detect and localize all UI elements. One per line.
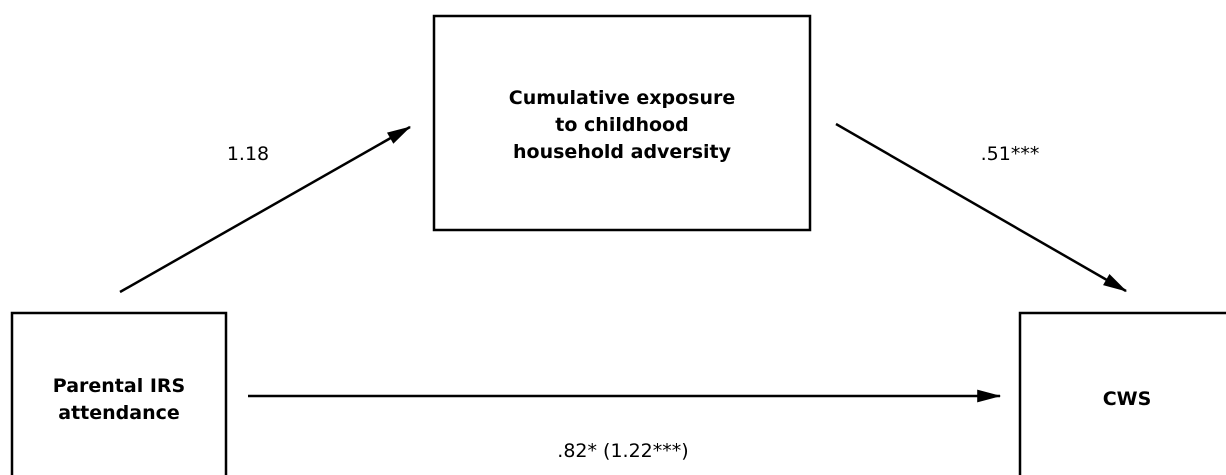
node-label: household adversity (513, 141, 732, 163)
node-label: Parental IRS (53, 375, 185, 397)
node-label: attendance (58, 402, 180, 424)
node-box (10, 311, 228, 475)
edge-label: .82* (1.22***) (557, 440, 688, 462)
node-box (432, 14, 812, 232)
node-box (1018, 311, 1226, 475)
edge-arrow (835, 122, 1128, 293)
edge-arrow (119, 125, 412, 294)
node-label: to childhood (555, 114, 688, 136)
edge-label: .51*** (981, 143, 1040, 165)
node-label: CWS (1103, 388, 1152, 410)
edge-label: 1.18 (227, 143, 269, 165)
node-label: Cumulative exposure (509, 87, 736, 109)
